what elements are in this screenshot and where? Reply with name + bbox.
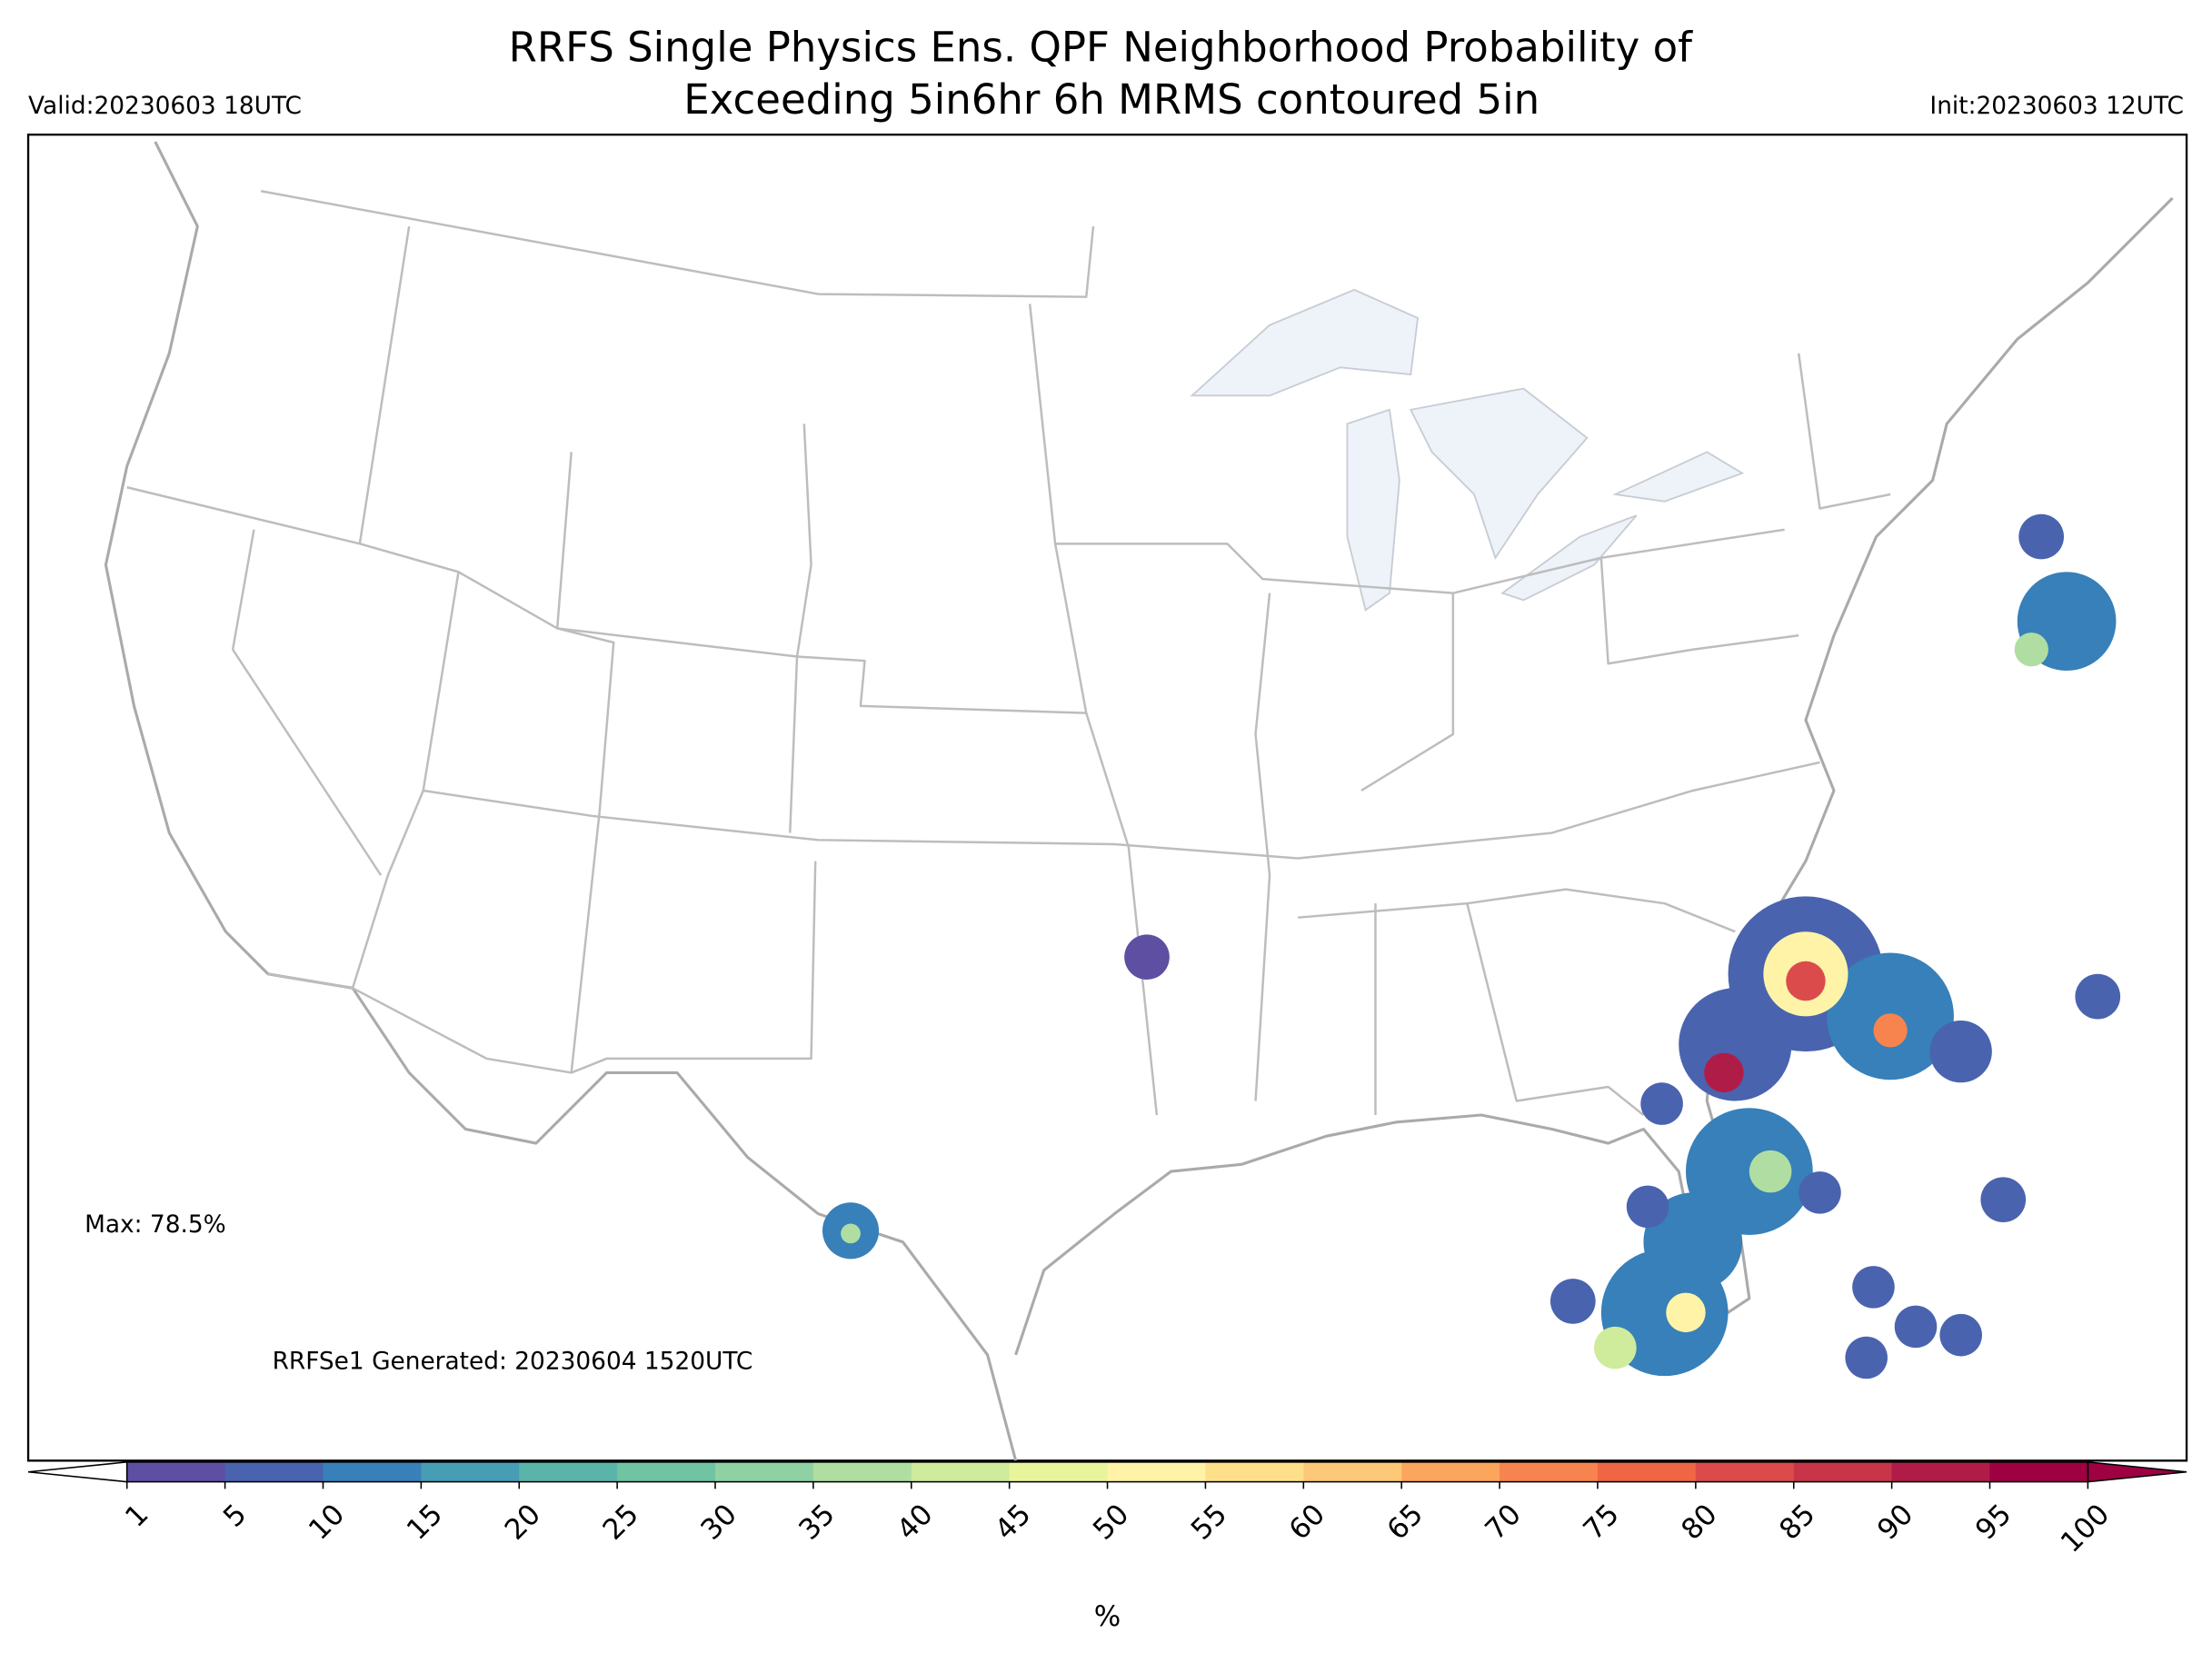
colorbar-tick-label: 90 [1871, 1498, 1919, 1546]
colorbar-segment [1793, 1461, 1893, 1482]
colorbar-segment [1989, 1461, 2088, 1482]
blob [1894, 1305, 1938, 1349]
blob [1852, 1266, 1895, 1309]
colorbar-tick-label: 55 [1185, 1498, 1233, 1546]
valid-time: Valid:20230603 18UTC [28, 93, 302, 120]
blob [2014, 632, 2048, 667]
colorbar-segment [1891, 1461, 1990, 1482]
colorbar-segment [224, 1461, 324, 1482]
colorbar-segment [323, 1461, 422, 1482]
colorbar-tick-label: 35 [792, 1498, 841, 1546]
colorbar-tick-label: 15 [401, 1498, 449, 1546]
colorbar-tick-label: 5 [217, 1498, 253, 1533]
title-line: RRFS Single Physics Ens. QPF Neighborhoo… [509, 23, 1694, 71]
max-label: Max: 78.5% [85, 1211, 226, 1239]
colorbar-segment [1500, 1461, 1599, 1482]
init-time: Init:20230603 12UTC [1929, 93, 2184, 120]
map: Max: 78.5% RRFSe1 Generated: 20230604 15… [26, 134, 2188, 1462]
colorbar-segment [1107, 1461, 1206, 1482]
colorbar-tick-label: 95 [1969, 1498, 2018, 1546]
colorbar-tick-label: 25 [597, 1498, 645, 1546]
colorbar-segment [421, 1461, 520, 1482]
colorbar-tick-label: 45 [989, 1498, 1037, 1546]
colorbar-segment [617, 1461, 716, 1482]
blob [1980, 1177, 2027, 1222]
blob [1626, 1185, 1669, 1229]
colorbar-tick-label: 20 [499, 1498, 547, 1546]
colorbar-tick-label: 10 [303, 1498, 351, 1546]
blob [2018, 513, 2065, 560]
colorbar-segment [1205, 1461, 1304, 1482]
title-line: Exceeding 5in6hr 6h MRMS contoured 5in [683, 75, 1539, 124]
colorbar-segment [1009, 1461, 1109, 1482]
colorbar-tick-label: 1 [119, 1498, 154, 1533]
blob [1845, 1336, 1888, 1379]
colorbar-tick-label: 50 [1087, 1498, 1135, 1546]
blob [1798, 1171, 1841, 1214]
colorbar-tick-label: 100 [2055, 1498, 2116, 1558]
colorbar-under [27, 1461, 128, 1483]
colorbar-segment [715, 1461, 814, 1482]
colorbar-tick-label: 75 [1577, 1498, 1625, 1546]
colorbar-tick-label: 70 [1480, 1498, 1528, 1546]
colorbar-segment [911, 1461, 1011, 1482]
colorbar-tick-label: 60 [1283, 1498, 1331, 1546]
colorbar-segment [812, 1461, 912, 1482]
blob [1704, 1052, 1744, 1093]
colorbar-segment [1303, 1461, 1402, 1482]
colorbar: 1 5 10 15 20 25 30 35 40 45 50 55 60 65 70 75 80 85 90 95 10… [27, 1461, 2187, 1633]
blob [1124, 934, 1170, 980]
colorbar-tick-label: 30 [694, 1498, 742, 1546]
blob [1786, 961, 1826, 1001]
colorbar-segment [1695, 1461, 1795, 1482]
colorbar-tick-label: 80 [1675, 1498, 1723, 1546]
colorbar-tick-label: 40 [891, 1498, 939, 1546]
colorbar-label: % [1094, 1600, 1121, 1633]
blob [1594, 1326, 1637, 1369]
colorbar-segment [519, 1461, 618, 1482]
colorbar-segment [1401, 1461, 1500, 1482]
colorbar-over [2087, 1461, 2187, 1483]
blob [841, 1223, 861, 1244]
blob [1640, 1082, 1683, 1125]
blob [1749, 1150, 1792, 1193]
probability-blobs [822, 513, 2121, 1379]
colorbar-tick-label: 65 [1381, 1498, 1430, 1546]
blob [1666, 1292, 1706, 1333]
colorbar-tick-label: 85 [1773, 1498, 1821, 1546]
colorbar-segment [1597, 1461, 1697, 1482]
blob [1929, 1021, 1992, 1083]
generated-label: RRFSe1 Generated: 20230604 1520UTC [273, 1348, 753, 1375]
blob [1939, 1313, 1982, 1357]
blob [2075, 973, 2121, 1020]
blob [1549, 1279, 1596, 1324]
colorbar-segment [126, 1461, 226, 1482]
blob [1873, 1013, 1908, 1048]
